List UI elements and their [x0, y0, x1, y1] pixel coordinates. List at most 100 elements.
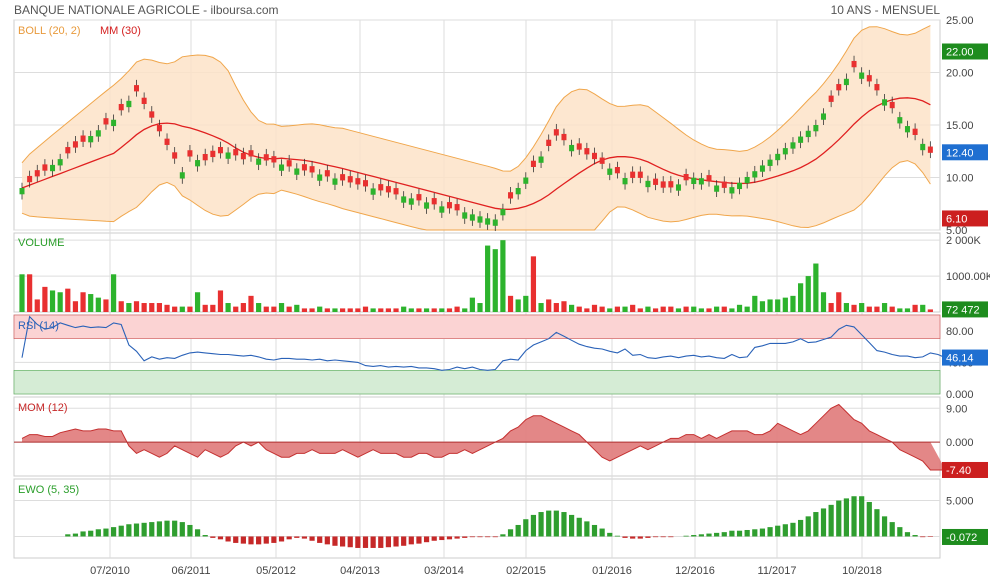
- volume-bar: [744, 306, 750, 312]
- volume-bar: [248, 295, 254, 312]
- volume-bar: [416, 308, 422, 312]
- volume-bar: [546, 299, 552, 312]
- candle-body: [363, 180, 368, 187]
- x-tick-label: 02/2015: [506, 565, 546, 577]
- candle-body: [424, 202, 430, 209]
- candle-body: [149, 111, 155, 118]
- volume-bar: [927, 309, 933, 312]
- candle-body: [836, 84, 842, 91]
- volume-bar: [111, 274, 117, 312]
- candle-body: [805, 130, 811, 138]
- volume-bar: [622, 306, 628, 312]
- candle-body: [904, 126, 910, 133]
- ewo-bar: [217, 536, 224, 540]
- volume-bar: [27, 274, 33, 312]
- ewo-bar: [614, 535, 620, 537]
- volume-bar: [469, 297, 475, 312]
- ewo-bar: [683, 535, 689, 537]
- candle-body: [378, 184, 384, 191]
- ewo-bar: [706, 533, 712, 537]
- volume-bar: [202, 304, 208, 312]
- ewo-bar: [874, 509, 880, 537]
- y-tick-label: 5.000: [946, 496, 974, 508]
- candle-body: [202, 154, 208, 161]
- ewo-bar: [736, 530, 743, 537]
- volume-bar: [889, 306, 895, 312]
- candle-body: [584, 148, 590, 155]
- ewo-bar: [210, 536, 216, 538]
- volume-bar: [408, 308, 414, 312]
- ewo-bar: [485, 536, 491, 538]
- volume-bar: [263, 306, 269, 312]
- ewo-bar: [538, 512, 544, 537]
- y-tick-label: 80.00: [946, 326, 974, 338]
- ewo-bar: [752, 529, 758, 537]
- ewo-bar: [240, 536, 246, 544]
- panel-frame-mom: [13, 396, 941, 477]
- ewo-badge: -0.072: [946, 532, 977, 544]
- moving-average-line: [21, 97, 931, 210]
- ewo-bar: [843, 498, 849, 537]
- candle-body: [492, 219, 498, 226]
- ewo-bar: [202, 535, 208, 537]
- ewo-bar: [767, 527, 773, 537]
- ewo-bar: [507, 529, 514, 537]
- candle-body: [920, 143, 926, 151]
- candle-body: [889, 101, 895, 109]
- candle-body: [210, 150, 216, 158]
- candle-body: [141, 97, 147, 104]
- candle-body: [653, 178, 659, 185]
- ewo-bar: [263, 536, 269, 544]
- ewo-bar: [630, 536, 636, 539]
- volume-bar: [103, 299, 109, 312]
- volume-bar: [324, 308, 330, 312]
- candle-body: [347, 176, 353, 183]
- volume-bar: [874, 306, 880, 312]
- ewo-bar: [164, 520, 170, 537]
- mom-panel: [14, 403, 946, 471]
- candle-body: [729, 187, 735, 194]
- candle-body: [80, 135, 86, 142]
- ewo-bar: [805, 516, 811, 537]
- candle-body: [271, 156, 277, 163]
- price-badge-1: 12.40: [946, 147, 974, 159]
- mom-label: MOM (12): [18, 402, 68, 414]
- ewo-bar: [569, 514, 575, 537]
- candle-body: [340, 174, 346, 181]
- candle-body: [813, 125, 819, 132]
- candle-body: [721, 181, 727, 188]
- candle-body: [446, 202, 452, 209]
- candle-body: [88, 136, 94, 143]
- ewo-bar: [88, 530, 94, 537]
- volume-bar: [294, 304, 300, 312]
- ewo-bar: [408, 536, 414, 545]
- candle-body: [72, 141, 78, 148]
- volume-bar: [538, 303, 544, 312]
- volume-bar: [523, 295, 529, 312]
- ewo-bar: [622, 536, 628, 538]
- ewo-bar: [492, 536, 498, 538]
- ewo-bar: [660, 536, 666, 538]
- volume-bar: [759, 301, 766, 312]
- volume-bar: [385, 308, 391, 312]
- candle-body: [630, 171, 636, 178]
- ewo-bar: [721, 532, 727, 537]
- ewo-badge-bg: [942, 528, 988, 545]
- volume-bar: [866, 306, 872, 312]
- volume-bar: [721, 306, 727, 312]
- ewo-bar: [332, 536, 338, 546]
- rsi-badge-bg: [942, 349, 988, 366]
- volume-bar: [614, 306, 620, 312]
- ewo-bar: [149, 522, 155, 537]
- chart-title: BANQUE NATIONALE AGRICOLE - ilboursa.com: [14, 3, 279, 17]
- candle-body: [286, 160, 292, 167]
- volume-bar: [210, 304, 216, 312]
- ewo-bar: [355, 536, 361, 548]
- ewo-bar: [324, 536, 330, 545]
- y-tick-label: 10.00: [946, 173, 974, 185]
- candle-body: [706, 175, 712, 182]
- volume-bar: [431, 308, 437, 312]
- volume-bar: [49, 290, 56, 312]
- ewo-bar: [645, 536, 651, 538]
- volume-bar: [141, 303, 147, 312]
